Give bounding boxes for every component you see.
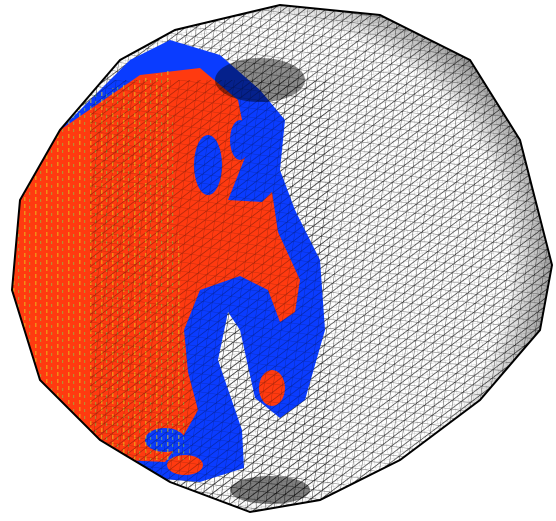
asteroid-view <box>0 0 556 521</box>
asteroid <box>0 0 556 521</box>
dark-crater <box>215 58 305 102</box>
page: (() => { const data = JSON.parse(documen… <box>0 0 556 521</box>
dark-crater <box>230 476 310 504</box>
